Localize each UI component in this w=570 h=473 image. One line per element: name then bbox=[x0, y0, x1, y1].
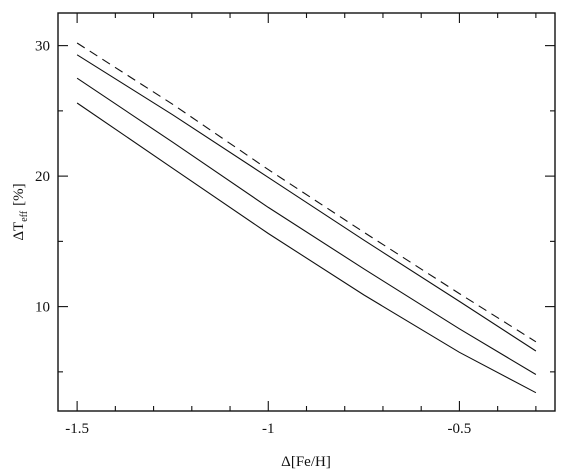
tick-labels: -1.5 -1 -0.5 10 20 30 bbox=[35, 39, 471, 437]
x-tick-label: -0.5 bbox=[448, 421, 472, 437]
series-line-2 bbox=[76, 54, 537, 352]
series-line-4 bbox=[76, 102, 537, 394]
tick-marks bbox=[58, 13, 555, 411]
y-tick-label: 10 bbox=[35, 300, 50, 316]
series-line-1 bbox=[76, 42, 537, 343]
y-axis-label-main: ΔT bbox=[11, 222, 27, 241]
x-tick-label: -1 bbox=[262, 421, 275, 437]
y-tick-label: 20 bbox=[35, 169, 50, 185]
series-layer bbox=[76, 42, 537, 394]
y-axis-label: ΔTeff [%] bbox=[11, 183, 30, 240]
x-axis-label: Δ[Fe/H] bbox=[281, 454, 331, 470]
series-line-3 bbox=[76, 77, 537, 375]
y-axis-label-subscript: eff bbox=[19, 210, 30, 222]
y-axis-label-unit: [%] bbox=[11, 183, 27, 206]
y-tick-label: 30 bbox=[35, 39, 50, 55]
x-tick-label: -1.5 bbox=[65, 421, 89, 437]
plot-frame bbox=[57, 12, 556, 412]
